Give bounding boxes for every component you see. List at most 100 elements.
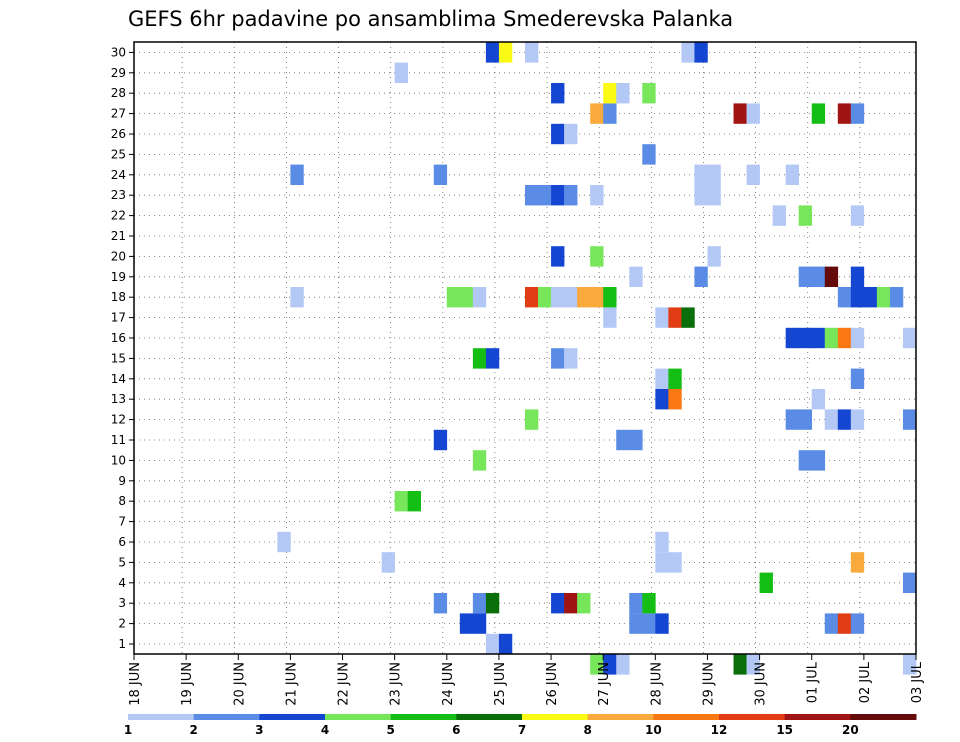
precip-cell (681, 42, 695, 63)
y-tick-label: 22 (111, 209, 126, 223)
precip-cell (590, 103, 604, 124)
precip-cell (902, 572, 917, 593)
precip-cell (564, 593, 578, 614)
precip-cell (668, 368, 682, 389)
y-tick-label: 27 (111, 107, 126, 121)
precip-cell (525, 185, 539, 206)
precip-cell (551, 123, 565, 145)
y-tick-label: 29 (111, 66, 126, 80)
y-tick-label: 2 (118, 617, 126, 631)
precip-cell (577, 593, 591, 614)
precip-cell (629, 593, 643, 614)
x-tick-label: 24 JUN (441, 662, 456, 706)
precip-cell (811, 327, 826, 349)
precip-cell (394, 62, 408, 83)
legend-level-label: 15 (776, 723, 793, 737)
y-tick-label: 12 (111, 413, 126, 427)
precip-cell (629, 429, 643, 451)
legend-level-label: 10 (645, 723, 662, 737)
y-tick-label: 7 (118, 515, 126, 529)
precip-cell (642, 83, 656, 104)
precip-cell (485, 42, 500, 63)
legend-level-label: 1 (124, 723, 132, 737)
precip-cell (642, 144, 656, 165)
precip-cell (798, 327, 813, 349)
precip-cell (655, 613, 669, 634)
precip-cell (590, 246, 604, 267)
precip-cell (629, 613, 643, 634)
precip-cell (902, 327, 917, 349)
precip-cell (798, 409, 813, 430)
x-tick-label: 28 JUN (649, 662, 664, 706)
precipitation-cells (277, 42, 917, 675)
precip-cell (433, 164, 448, 185)
precip-cell (655, 531, 669, 553)
precip-cell (525, 287, 539, 308)
precip-cell (746, 103, 760, 124)
precip-cell (798, 450, 813, 471)
precip-cell (694, 42, 708, 63)
precip-cell (472, 287, 487, 308)
precip-cell (850, 266, 865, 287)
precip-cell (394, 491, 408, 512)
precip-cell (798, 266, 813, 287)
legend-swatch (719, 714, 786, 720)
precip-cell (655, 307, 669, 328)
precip-cell (277, 531, 291, 553)
precip-cell (902, 654, 917, 675)
precip-cell (590, 185, 604, 206)
precip-cell (407, 491, 422, 512)
precip-cell (785, 409, 799, 430)
precip-cell (538, 287, 552, 308)
y-tick-label: 20 (111, 249, 126, 263)
precip-cell (863, 287, 878, 308)
precip-cell (485, 633, 500, 655)
x-tick-label: 20 JUN (232, 662, 247, 706)
precip-cell (746, 654, 760, 675)
precip-cell (564, 287, 578, 308)
legend-swatch (259, 714, 326, 720)
precip-cell (577, 287, 591, 308)
y-axis-ticks: 1234567891011121314151617181920212223242… (111, 45, 134, 651)
precip-cell (642, 593, 656, 614)
x-tick-label: 03 JUL (910, 661, 925, 703)
y-tick-label: 11 (111, 433, 126, 447)
precip-cell (850, 205, 865, 226)
x-tick-label: 27 JUN (597, 662, 612, 706)
precip-cell (551, 593, 565, 614)
precip-cell (837, 327, 852, 349)
precip-cell (655, 368, 669, 389)
precip-cell (902, 409, 917, 430)
precip-cell (772, 205, 786, 226)
precip-cell (785, 327, 799, 349)
precip-cell (811, 266, 826, 287)
precip-cell (694, 185, 708, 206)
precip-cell (603, 287, 617, 308)
precip-cell (459, 613, 474, 634)
y-tick-label: 1 (118, 637, 126, 651)
precip-cell (889, 287, 904, 308)
precip-cell (824, 613, 839, 634)
precip-cell (707, 164, 721, 185)
precip-cell (850, 409, 865, 430)
precip-cell (642, 613, 656, 634)
precip-cell (564, 348, 578, 369)
precip-cell (525, 409, 539, 430)
legend-level-label: 2 (189, 723, 197, 737)
precip-cell (707, 185, 721, 206)
precip-cell (590, 287, 604, 308)
precip-cell (811, 389, 826, 410)
legend-swatch (456, 714, 523, 720)
precip-cell (485, 593, 500, 614)
precip-cell (290, 287, 304, 308)
y-tick-label: 8 (118, 494, 126, 508)
precip-cell (485, 348, 500, 369)
legend-swatch (850, 714, 917, 720)
legend-swatch (653, 714, 720, 720)
precip-cell (381, 552, 395, 573)
precip-cell (472, 450, 487, 471)
y-tick-label: 25 (111, 147, 126, 161)
precip-cell (837, 287, 852, 308)
precip-cell (707, 246, 721, 267)
y-tick-label: 30 (111, 45, 126, 59)
